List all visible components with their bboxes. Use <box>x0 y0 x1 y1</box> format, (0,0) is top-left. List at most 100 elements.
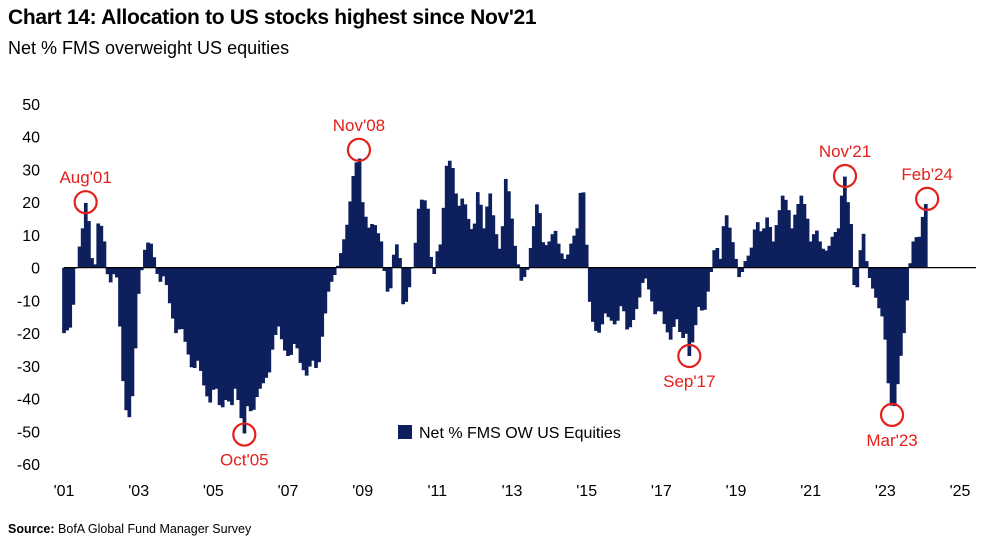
bar-95 <box>357 158 362 268</box>
bar-162 <box>566 254 570 268</box>
bar-190 <box>653 267 657 315</box>
bar-192 <box>659 267 664 312</box>
bar-263 <box>880 267 885 317</box>
bar-132 <box>472 223 477 268</box>
bar-275 <box>917 236 922 268</box>
bar-45 <box>202 267 206 386</box>
bar-199 <box>681 267 685 338</box>
bar-62 <box>255 267 259 398</box>
bar-172 <box>597 267 601 333</box>
bar-115 <box>419 199 424 268</box>
bar-154 <box>541 242 545 268</box>
bar-235 <box>793 214 797 268</box>
bar-242 <box>815 230 819 268</box>
bar-123 <box>444 165 449 268</box>
annotations: Aug'01 Oct'05 Nov'08 Sep'17 Nov'21 Mar'23 Feb'… <box>59 116 952 470</box>
bar-219 <box>743 261 748 268</box>
bar-178 <box>615 267 620 321</box>
bar-39 <box>183 267 188 342</box>
bar-205 <box>699 267 704 311</box>
bar-series <box>62 158 928 434</box>
bar-203 <box>693 267 698 326</box>
x-tick-label: '05 <box>203 483 224 500</box>
bar-212 <box>721 226 726 268</box>
bar-173 <box>600 267 605 325</box>
bar-102 <box>379 241 384 268</box>
bar-225 <box>762 228 766 268</box>
bar-233 <box>787 210 791 268</box>
bar-240 <box>808 241 813 268</box>
bar-159 <box>556 243 561 268</box>
bar-7 <box>83 202 88 268</box>
bar-254 <box>852 267 857 286</box>
bar-135 <box>482 228 486 268</box>
bar-119 <box>432 267 437 274</box>
bar-10 <box>93 264 97 268</box>
bar-69 <box>276 267 281 327</box>
bar-92 <box>348 201 353 268</box>
bar-247 <box>830 236 835 268</box>
bar-208 <box>709 267 713 272</box>
bar-107 <box>395 244 399 268</box>
bar-116 <box>423 200 427 268</box>
bar-75 <box>295 267 300 349</box>
bar-105 <box>388 267 393 289</box>
y-axis-ticks: 50 40 30 20 10 0 -10 -20 -30 -40 -50 -60 <box>17 97 40 474</box>
bar-94 <box>354 162 359 268</box>
bar-8 <box>87 221 91 268</box>
y-tick-label: 50 <box>22 97 40 114</box>
bar-128 <box>460 198 465 268</box>
bar-211 <box>718 258 723 268</box>
y-tick-label: -10 <box>17 293 40 310</box>
bar-269 <box>899 267 903 356</box>
bar-148 <box>522 267 527 278</box>
bar-221 <box>749 247 754 268</box>
bar-216 <box>734 258 738 268</box>
bar-246 <box>827 245 832 268</box>
bar-103 <box>382 267 387 271</box>
bar-129 <box>463 204 468 268</box>
bar-11 <box>96 223 101 268</box>
bar-122 <box>441 207 446 268</box>
bar-194 <box>665 267 670 333</box>
bar-15 <box>108 267 113 283</box>
bar-64 <box>261 267 265 384</box>
bar-34 <box>167 267 172 304</box>
annotation-label: Oct'05 <box>220 451 269 470</box>
bar-76 <box>298 267 303 363</box>
bar-176 <box>609 267 614 321</box>
bar-38 <box>180 267 185 330</box>
x-tick-label: '11 <box>427 483 447 500</box>
chart-subtitle: Net % FMS overweight US equities <box>8 38 290 58</box>
bar-166 <box>578 192 583 268</box>
bar-23 <box>133 267 138 349</box>
bar-238 <box>802 204 807 268</box>
bar-210 <box>715 248 720 268</box>
bar-109 <box>401 267 405 305</box>
annotation-label: Mar'23 <box>866 431 917 450</box>
y-tick-label: 30 <box>22 162 40 179</box>
bar-196 <box>671 267 676 327</box>
bar-30 <box>155 267 160 274</box>
bar-220 <box>746 255 751 268</box>
bar-111 <box>407 267 412 288</box>
bar-218 <box>740 267 745 272</box>
bar-125 <box>451 168 455 268</box>
bar-259 <box>867 267 872 278</box>
bar-36 <box>174 267 178 334</box>
bar-9 <box>90 258 94 268</box>
bar-101 <box>376 233 381 268</box>
bar-90 <box>342 239 346 268</box>
bar-142 <box>503 178 508 268</box>
bar-31 <box>158 267 163 282</box>
annotation-circle <box>73 190 98 215</box>
bar-268 <box>895 267 900 385</box>
x-tick-label: '17 <box>651 483 672 500</box>
bar-80 <box>311 267 315 361</box>
bar-276 <box>920 216 925 268</box>
bar-127 <box>457 205 461 268</box>
annotation-circle <box>879 402 905 428</box>
bar-67 <box>270 267 275 350</box>
bar-168 <box>584 244 589 268</box>
annotation-circle <box>346 137 372 162</box>
